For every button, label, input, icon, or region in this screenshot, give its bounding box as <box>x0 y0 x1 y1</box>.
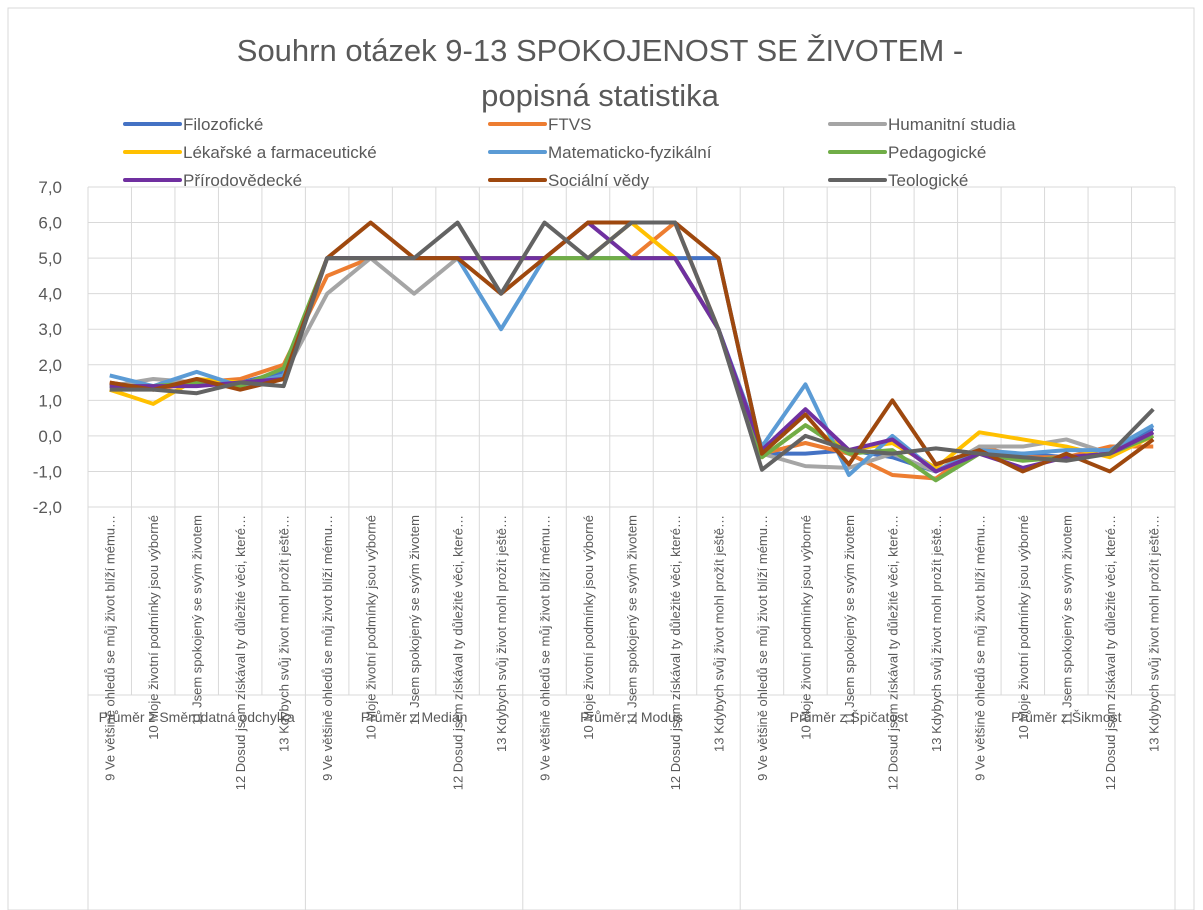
x-tick-label: 9 Ve většině ohledů se můj život blíží m… <box>755 515 770 781</box>
series-line <box>109 256 1155 477</box>
group-label: Průměr z Modus <box>580 709 683 725</box>
x-tick-label: 12 Dosud jsem získával ty důležité věci,… <box>668 515 683 790</box>
x-tick-label: 12 Dosud jsem získával ty důležité věci,… <box>885 515 900 790</box>
legend-label: Matematicko-fyzikální <box>548 143 712 162</box>
y-tick-label: 4,0 <box>38 285 62 304</box>
x-tick-label: 13 Kdybych svůj život mohl prožít ještě… <box>277 515 292 752</box>
legend-label: Lékařské a farmaceutické <box>183 143 377 162</box>
x-tick-label: 9 Ve většině ohledů se můj život blíží m… <box>103 515 118 781</box>
y-tick-label: 0,0 <box>38 427 62 446</box>
y-tick-label: 2,0 <box>38 356 62 375</box>
y-tick-label: -2,0 <box>33 498 62 517</box>
x-tick-label: 9 Ve většině ohledů se můj život blíží m… <box>320 515 335 781</box>
group-label: Průměr z Směrodatná odchylka <box>98 709 295 725</box>
chart-title: Souhrn otázek 9-13 SPOKOJENOST SE ŽIVOTE… <box>236 33 964 113</box>
x-tick-label: 12 Dosud jsem získával ty důležité věci,… <box>233 515 248 790</box>
legend-label: Sociální vědy <box>548 171 650 190</box>
x-tick-label: 11 Jsem spokojený se svým životem <box>842 515 857 725</box>
x-tick-label: 9 Ve většině ohledů se můj život blíží m… <box>538 515 553 781</box>
legend-label: Teologické <box>888 171 968 190</box>
legend-label: Filozofické <box>183 115 263 134</box>
x-tick-label: 11 Jsem spokojený se svým životem <box>190 515 205 725</box>
y-tick-label: 6,0 <box>38 214 62 233</box>
series-line <box>109 220 1155 472</box>
legend-label: Pedagogické <box>888 143 986 162</box>
x-tick-label: 10 Moje životní podmínky jsou výborné <box>581 515 596 740</box>
legend-label: FTVS <box>548 115 591 134</box>
x-tick-label: 11 Jsem spokojený se svým životem <box>1059 515 1074 725</box>
x-tick-label: 13 Kdybych svůj život mohl prožít ještě… <box>711 515 726 752</box>
legend-label: Humanitní studia <box>888 115 1016 134</box>
legend-label: Přírodovědecké <box>183 171 302 190</box>
y-tick-label: 3,0 <box>38 320 62 339</box>
x-tick-label: 11 Jsem spokojený se svým životem <box>407 515 422 725</box>
group-label: Průměr z Šikmost <box>1011 709 1122 725</box>
y-tick-label: 7,0 <box>38 178 62 197</box>
x-tick-label: 10 Moje životní podmínky jsou výborné <box>146 515 161 740</box>
x-tick-label: 10 Moje životní podmínky jsou výborné <box>364 515 379 740</box>
x-tick-label: 9 Ve většině ohledů se můj život blíží m… <box>972 515 987 781</box>
chart-border <box>7 7 1195 910</box>
group-label: Průměr z Medián <box>360 709 468 725</box>
y-tick-label: 5,0 <box>38 249 62 268</box>
series-line <box>109 220 1154 481</box>
x-tick-label: 12 Dosud jsem získával ty důležité věci,… <box>451 515 466 790</box>
x-tick-label: 11 Jsem spokojený se svým životem <box>625 515 640 725</box>
x-tick-label: 12 Dosud jsem získával ty důležité věci,… <box>1103 515 1118 790</box>
x-tick-label: 13 Kdybych svůj život mohl prožít ještě… <box>494 515 509 752</box>
x-tick-label: 13 Kdybych svůj život mohl prožít ještě… <box>929 515 944 752</box>
x-tick-label: 10 Moje životní podmínky jsou výborné <box>798 515 813 740</box>
x-tick-label: 10 Moje životní podmínky jsou výborné <box>1016 515 1031 740</box>
y-tick-label: 1,0 <box>38 391 62 410</box>
x-tick-label: 13 Kdybych svůj život mohl prožít ještě… <box>1146 515 1161 752</box>
group-label: Průměr z Špičatost <box>789 709 909 725</box>
y-tick-label: -1,0 <box>33 462 62 481</box>
